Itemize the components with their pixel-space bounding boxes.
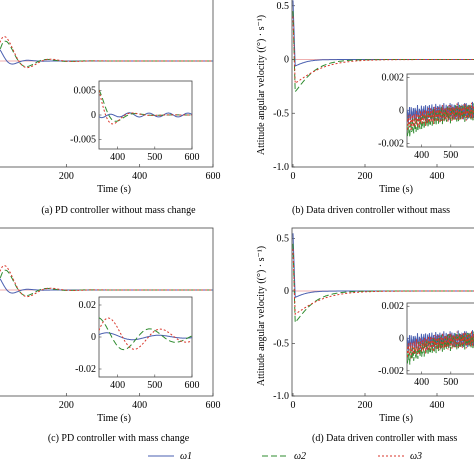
inset-series-2-line-c: [99, 317, 192, 351]
legend-label-2: ω2: [294, 451, 306, 462]
series-1-line-a: [0, 48, 213, 65]
series-3-line-d: [292, 248, 474, 315]
inset-series-3-line-c: [99, 317, 192, 350]
y-tick-label-d-1: 0: [284, 286, 289, 297]
series-1-line-c: [0, 277, 213, 294]
caption-b: (b) Data driven controller without mass: [292, 205, 451, 216]
y-axis-label-d: Attitude angular velocity ((°) · s⁻¹): [256, 246, 267, 386]
inset-x-tick-label-a-0: 400: [110, 152, 125, 163]
inset-series-3-line-a: [99, 90, 192, 125]
x-tick-label-c-0: 200: [59, 400, 74, 411]
inset-x-tick-label-a-2: 600: [185, 152, 200, 163]
y-axis-label-b: Attitude angular velocity ((°) · s⁻¹): [256, 15, 267, 155]
inset-x-tick-label-d-1: 500: [443, 377, 458, 388]
y-tick-label-b-3: -1.0: [273, 162, 289, 173]
x-tick-label-b-0: 0: [291, 171, 296, 182]
inset-y-tick-label-c-1: 0: [91, 332, 96, 343]
series-3-line-c: [0, 265, 213, 298]
y-tick-label-d-2: -0.5: [273, 339, 289, 350]
x-axis-label-d: Time (s): [379, 413, 413, 424]
x-tick-label-d-1: 200: [358, 400, 373, 411]
inset-y-tick-label-a-1: 0: [91, 110, 96, 121]
legend-label-1: ω1: [180, 451, 192, 462]
x-tick-label-b-1: 200: [358, 171, 373, 182]
inset-x-tick-label-a-1: 500: [147, 152, 162, 163]
inset-y-tick-label-b-0: 0.002: [382, 72, 405, 83]
inset-series-3-line-b: [407, 102, 474, 131]
inset-x-tick-label-c-0: 400: [110, 380, 125, 391]
inset-x-tick-label-b-0: 400: [414, 150, 429, 161]
series-3-line-b: [292, 16, 474, 85]
x-axis-label-c: Time (s): [97, 413, 131, 424]
legend-label-3: ω3: [410, 451, 422, 462]
inset-y-tick-label-a-2: -0.005: [70, 134, 96, 145]
x-tick-label-c-1: 400: [132, 400, 147, 411]
y-tick-label-d-0: 0.5: [277, 234, 290, 245]
inset-y-tick-label-a-0: 0.005: [74, 86, 97, 97]
caption-d: (d) Data driven controller with mass: [312, 433, 458, 444]
y-tick-label-b-0: 0.5: [277, 1, 290, 12]
inset-y-tick-label-b-2: -0.002: [378, 139, 404, 150]
inset-y-tick-label-d-2: -0.002: [378, 366, 404, 377]
series-1-line-b: [292, 0, 474, 67]
x-tick-label-d-0: 0: [291, 400, 296, 411]
inset-series-1-line-c: [99, 332, 192, 341]
inset-y-tick-label-c-0: 0.02: [79, 300, 97, 311]
inset-y-tick-label-d-1: 0: [399, 334, 404, 345]
inset-x-tick-label-c-1: 500: [147, 380, 162, 391]
caption-a: (a) PD controller without mass change: [41, 205, 196, 216]
x-tick-label-b-2: 400: [430, 171, 445, 182]
plot-frame-a: [0, 0, 214, 168]
inset-x-tick-label-d-0: 400: [414, 377, 429, 388]
inset-y-tick-label-c-2: -0.02: [75, 364, 96, 375]
caption-c: (c) PD controller with mass change: [47, 433, 190, 444]
y-tick-label-b-2: -0.5: [273, 108, 289, 119]
plot-frame-d: [291, 227, 474, 397]
series-1-line-d: [292, 233, 474, 299]
x-tick-label-d-2: 400: [430, 400, 445, 411]
y-tick-label-d-3: -1.0: [273, 391, 289, 402]
x-tick-label-a-2: 600: [206, 171, 221, 182]
plot-frame-b: [291, 0, 474, 168]
x-tick-label-a-0: 200: [59, 171, 74, 182]
x-axis-label-b: Time (s): [379, 184, 413, 195]
x-axis-label-a: Time (s): [97, 184, 131, 195]
y-tick-label-b-1: 0: [284, 55, 289, 66]
inset-x-tick-label-b-1: 500: [443, 150, 458, 161]
x-tick-label-c-2: 600: [206, 400, 221, 411]
inset-y-tick-label-b-1: 0: [399, 106, 404, 117]
inset-x-tick-label-c-2: 600: [185, 380, 200, 391]
x-tick-label-a-1: 400: [132, 171, 147, 182]
plot-frame-c: [0, 227, 214, 397]
inset-y-tick-label-d-0: 0.002: [382, 301, 405, 312]
series-3-line-a: [0, 36, 213, 69]
